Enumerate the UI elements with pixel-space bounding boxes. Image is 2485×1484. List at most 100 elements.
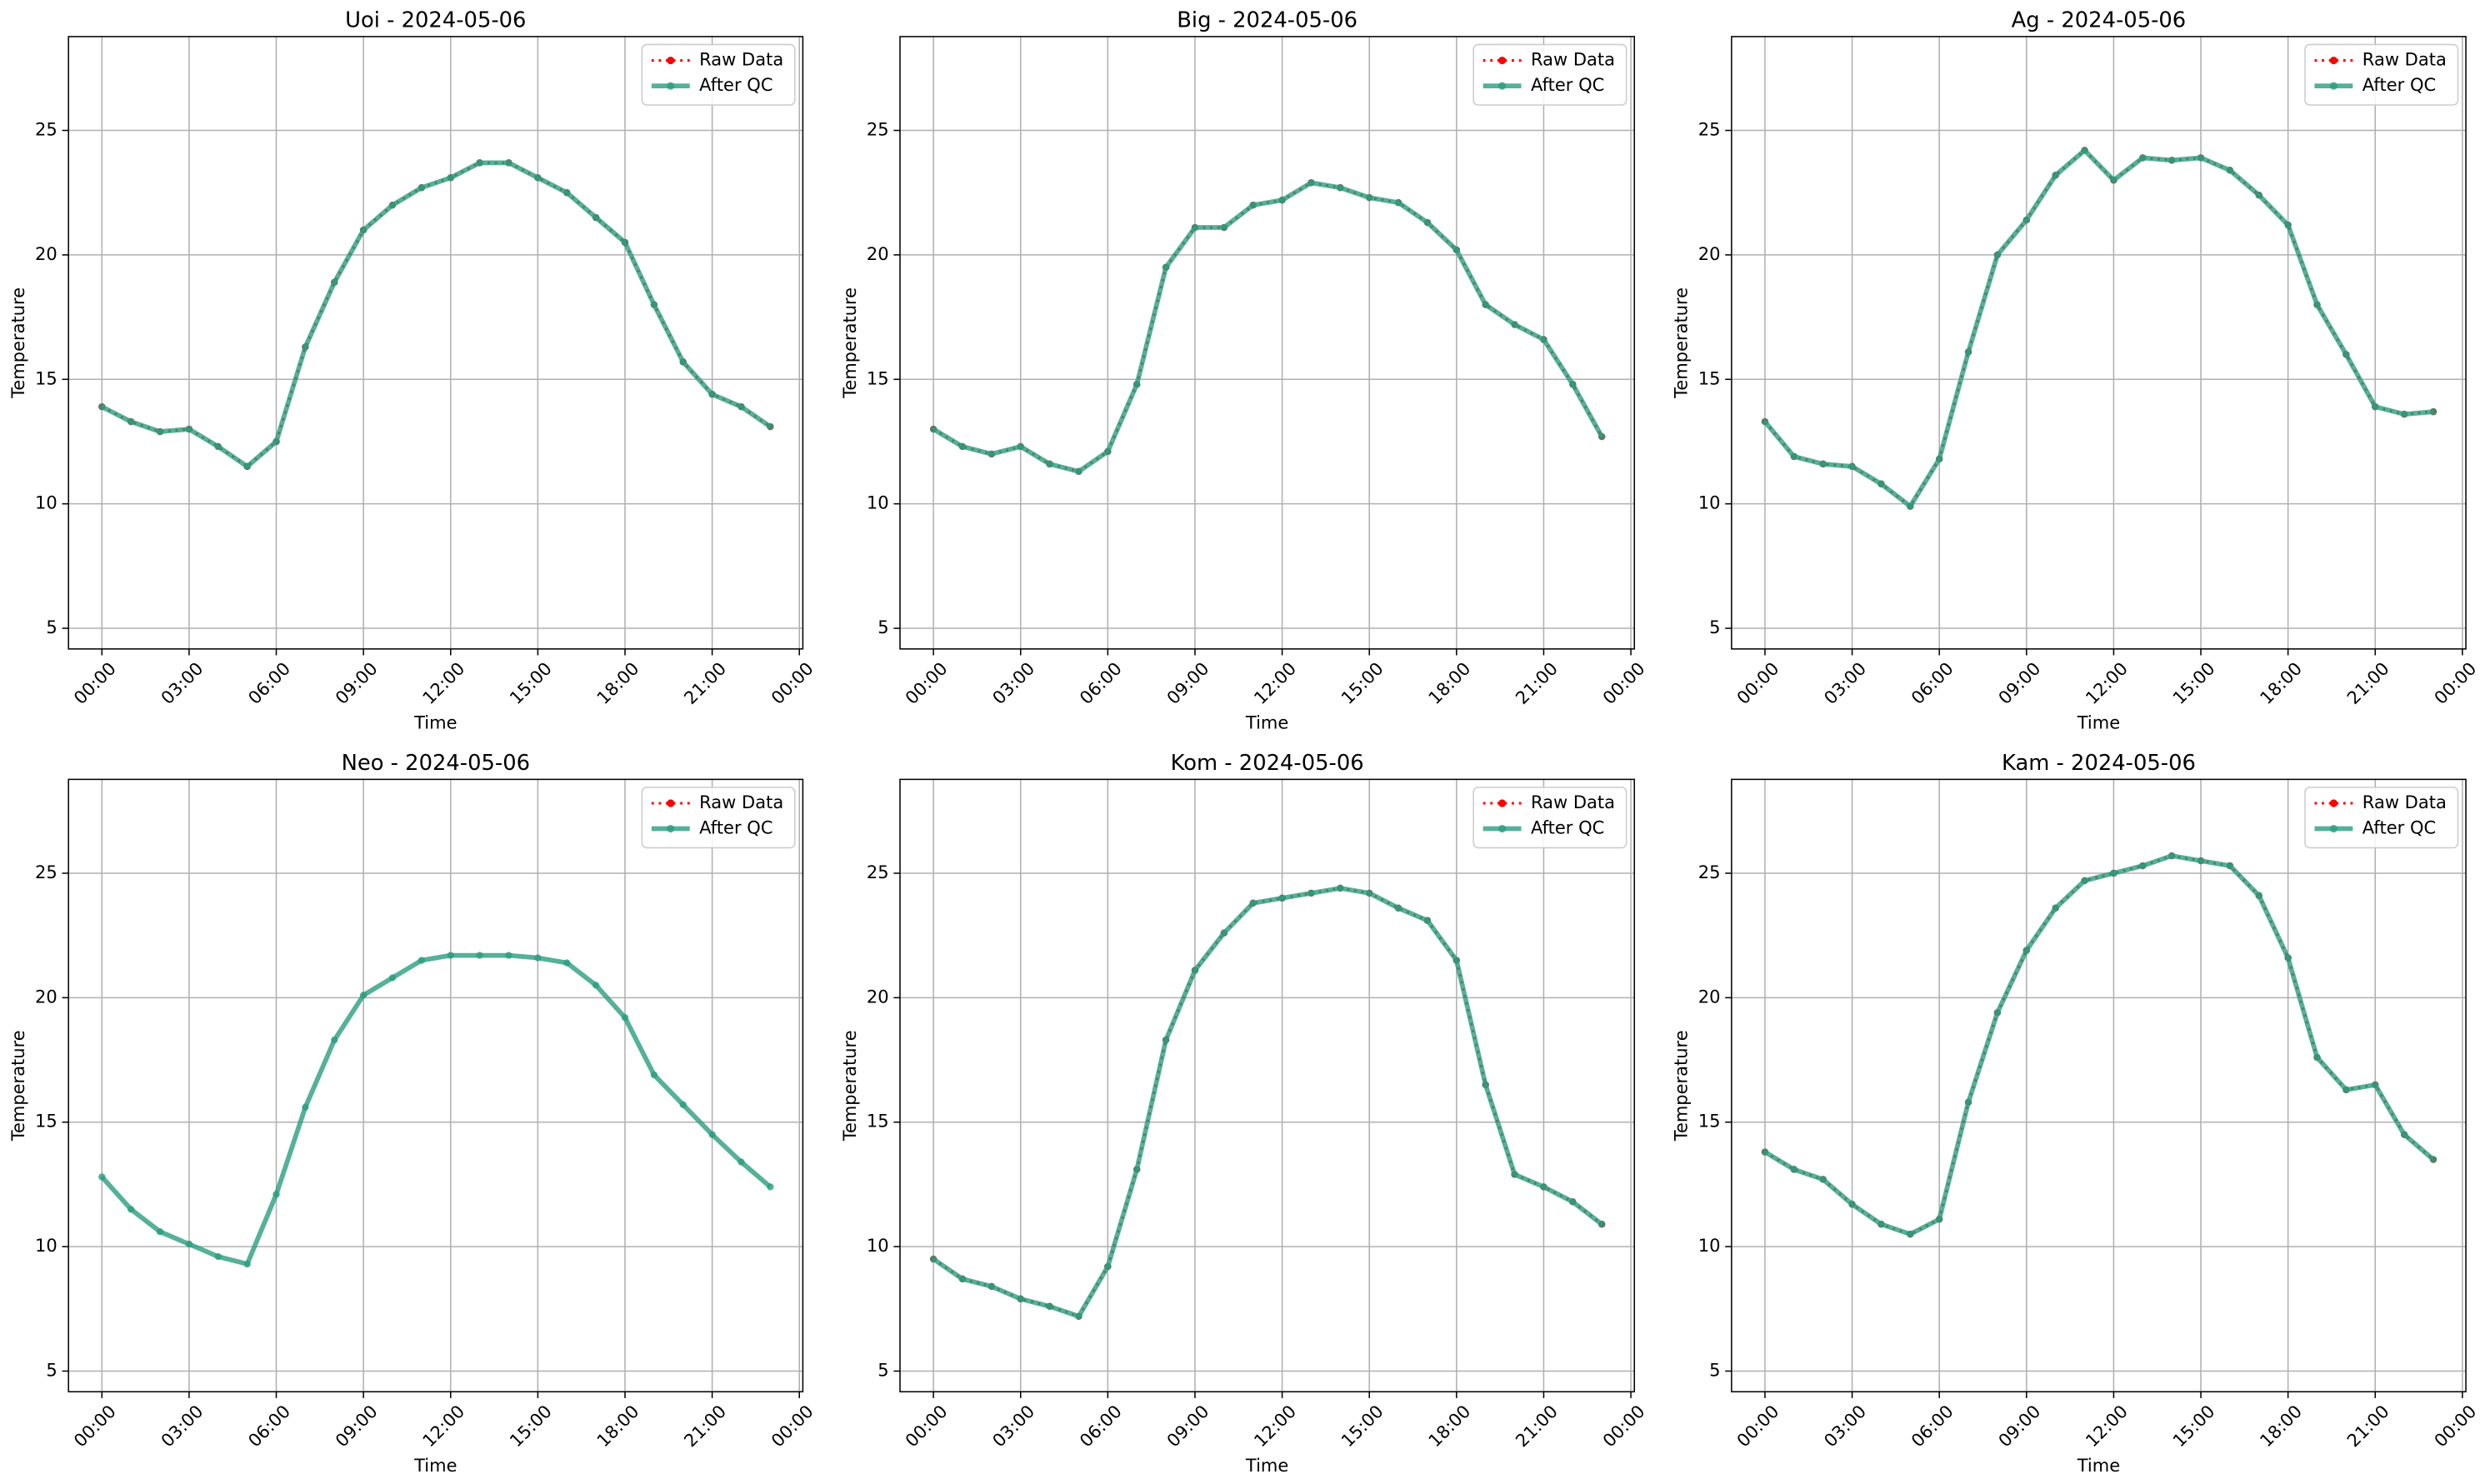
data-point: [563, 959, 571, 967]
data-point: [2372, 1081, 2379, 1089]
data-point: [988, 1282, 996, 1291]
plot-area: [1731, 36, 2467, 649]
y-tick-label: 25: [35, 862, 58, 882]
data-point: [476, 159, 483, 167]
data-point: [2110, 177, 2118, 184]
data-point: [156, 1227, 164, 1236]
subplot-title: Ag - 2024-05-06: [2012, 7, 2187, 32]
data-point: [505, 159, 512, 167]
legend-label: After QC: [2362, 817, 2436, 838]
data-point: [592, 213, 600, 222]
subplot-title: Neo - 2024-05-06: [342, 751, 530, 776]
data-point: [1162, 263, 1170, 272]
data-point: [1133, 381, 1141, 388]
x-tick-label: 06:00: [1907, 658, 1958, 708]
data-point: [738, 402, 745, 411]
x-tick-label: 15:00: [2168, 1401, 2219, 1451]
axes-frame: [68, 778, 804, 1393]
data-point: [1365, 193, 1373, 202]
data-point: [2139, 862, 2147, 870]
x-axis-label: Time: [1245, 712, 1288, 733]
x-tick-label: 06:00: [1075, 1401, 1126, 1451]
data-point: [2429, 1156, 2438, 1163]
x-tick-label: 21:00: [680, 1401, 731, 1451]
data-point: [1278, 196, 1286, 204]
x-tick-label: 21:00: [1511, 658, 1562, 708]
data-point: [127, 417, 135, 426]
data-point: [1878, 480, 1885, 487]
x-tick-label: 00:00: [2430, 1401, 2481, 1451]
y-tick-label: 15: [35, 1111, 58, 1132]
data-point: [679, 358, 687, 366]
x-tick-label: 06:00: [244, 658, 295, 708]
data-point: [1907, 1230, 1914, 1238]
y-tick-label: 5: [1709, 617, 1720, 637]
data-point: [2284, 954, 2292, 962]
data-point: [534, 954, 542, 962]
legend-marker: [667, 824, 675, 833]
x-tick-label: 09:00: [1994, 1401, 2045, 1451]
x-tick-label: 00:00: [901, 658, 952, 708]
y-axis-label: Temperature: [8, 287, 28, 399]
subplot-title: Big - 2024-05-06: [1177, 7, 1358, 32]
data-point: [929, 425, 938, 433]
data-point: [1046, 1302, 1053, 1311]
series-line: [932, 886, 1603, 1319]
legend-label: Raw Data: [2362, 49, 2447, 70]
legend-marker: [1498, 824, 1507, 833]
data-point: [214, 1252, 222, 1261]
data-point: [1017, 442, 1024, 451]
axes-frame: [1731, 778, 2467, 1393]
data-point: [1993, 1009, 2002, 1017]
data-point: [1935, 455, 1943, 463]
data-point: [272, 437, 280, 446]
data-point: [1220, 223, 1228, 232]
y-tick-label: 25: [867, 862, 889, 882]
data-point: [1423, 917, 1432, 924]
series-line: [932, 180, 1604, 474]
data-point: [2400, 410, 2408, 418]
x-tick-label: 00:00: [767, 658, 818, 708]
data-point: [1452, 246, 1461, 254]
data-point: [1819, 1176, 1827, 1183]
legend-marker: [667, 82, 675, 90]
y-tick-label: 10: [35, 492, 58, 513]
y-tick-label: 10: [867, 492, 889, 513]
data-point: [127, 1206, 135, 1213]
plot-area: [1731, 779, 2467, 1392]
x-tick-label: 03:00: [157, 1401, 208, 1451]
x-tick-label: 00:00: [1598, 658, 1649, 708]
data-point: [243, 1260, 251, 1268]
data-point: [1482, 301, 1489, 308]
y-tick-label: 20: [35, 986, 58, 1007]
x-tick-label: 15:00: [1337, 658, 1388, 708]
legend-marker: [2329, 56, 2338, 65]
data-point: [708, 391, 716, 398]
series-line: [100, 952, 772, 1267]
data-point: [1104, 447, 1112, 456]
data-point: [2429, 407, 2438, 416]
x-tick-label: 18:00: [592, 1401, 643, 1451]
x-tick-label: 18:00: [592, 658, 643, 708]
y-axis-label: Temperature: [8, 1030, 28, 1142]
data-point: [679, 1101, 687, 1109]
data-point: [447, 174, 454, 182]
y-axis-label: Temperature: [1671, 287, 1692, 399]
x-tick-label: 18:00: [2256, 1401, 2307, 1451]
data-point: [447, 952, 454, 959]
x-tick-label: 06:00: [244, 1401, 295, 1451]
y-tick-label: 20: [35, 243, 58, 264]
data-point: [1964, 1098, 1972, 1107]
legend-label: After QC: [1531, 817, 1604, 838]
data-point: [1191, 223, 1199, 232]
data-point: [2081, 147, 2088, 154]
data-point: [272, 1191, 280, 1198]
data-point: [988, 450, 996, 458]
data-point: [331, 1036, 338, 1044]
data-point: [2313, 301, 2321, 308]
x-tick-label: 18:00: [1424, 658, 1475, 708]
x-tick-label: 00:00: [69, 1401, 120, 1451]
y-tick-label: 5: [46, 1359, 57, 1380]
data-point: [1540, 1183, 1548, 1191]
data-point: [2284, 221, 2292, 229]
